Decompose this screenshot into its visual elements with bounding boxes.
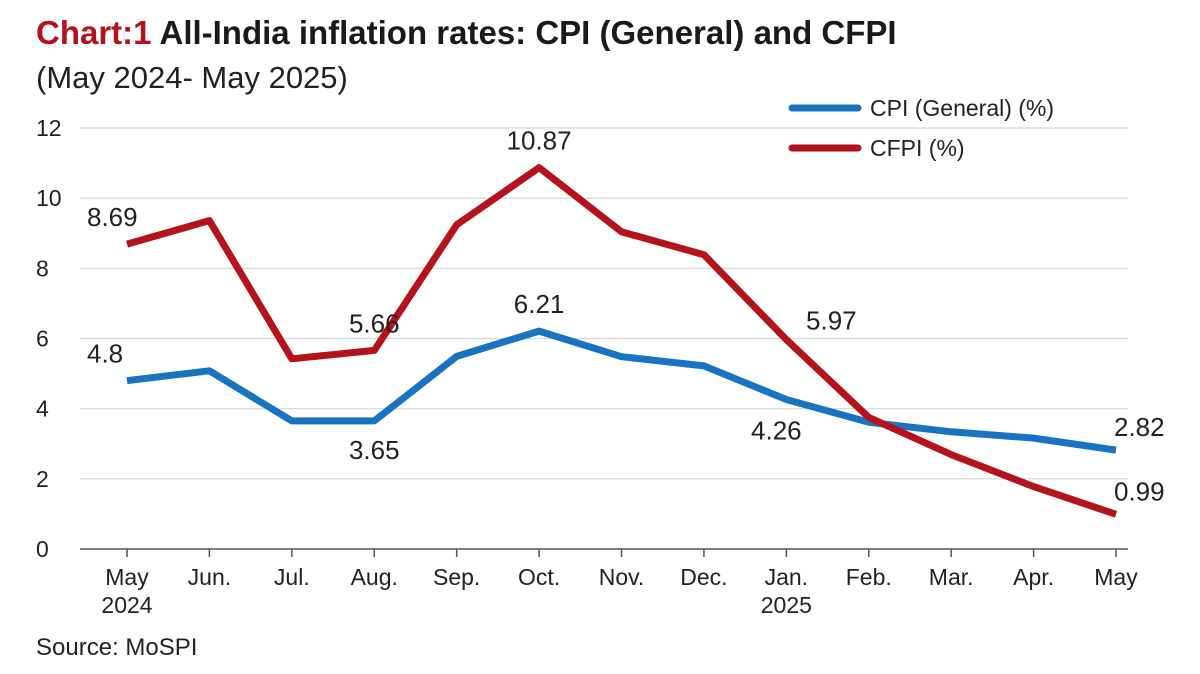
y-tick-label: 10 — [36, 185, 62, 211]
series-lines — [126, 164, 1118, 518]
x-tick-label: Dec. — [680, 564, 727, 590]
data-label: 0.99 — [1114, 476, 1165, 506]
legend-label: CFPI (%) — [870, 135, 965, 161]
source-note: Source: MoSPI — [36, 634, 198, 661]
chart-title: Chart:1 All-India inflation rates: CPI (… — [36, 14, 897, 52]
gridlines — [80, 127, 1128, 480]
x-tick-label: Mar. — [929, 564, 974, 590]
x-tick-label: Aug. — [351, 564, 398, 590]
data-label: 10.87 — [507, 126, 572, 156]
legend: CPI (General) (%) CFPI (%) — [788, 95, 1054, 161]
y-axis-ticks: 0 2 4 6 8 10 12 — [36, 115, 62, 562]
x-tick-year-label: 2025 — [761, 592, 812, 618]
data-label: 4.26 — [751, 416, 802, 446]
series-line-cfpi — [126, 164, 1118, 518]
data-label: 2.82 — [1114, 412, 1165, 442]
chart-title-prefix: Chart:1 — [36, 14, 152, 51]
x-tick-label: Sep. — [433, 564, 480, 590]
data-label: 5.97 — [806, 306, 857, 336]
x-tick-label: May — [1094, 564, 1138, 590]
x-tick-label: Jul. — [274, 564, 310, 590]
y-tick-label: 4 — [36, 396, 49, 422]
x-tick-label: Jun. — [188, 564, 231, 590]
x-tick-label: May — [105, 564, 149, 590]
chart-subtitle: (May 2024- May 2025) — [36, 60, 348, 95]
data-labels: 4.8 3.65 6.21 4.26 2.82 8.69 5.66 10.87 5.97 0.99 — [87, 126, 1165, 507]
y-tick-label: 0 — [36, 536, 49, 562]
x-tick-label: Nov. — [599, 564, 645, 590]
y-tick-label: 2 — [36, 466, 49, 492]
x-tick-label: Apr. — [1013, 564, 1054, 590]
y-tick-label: 6 — [36, 326, 49, 352]
x-tick-label: Feb. — [846, 564, 892, 590]
data-label: 6.21 — [514, 289, 565, 319]
data-label: 4.8 — [87, 339, 123, 369]
y-tick-label: 8 — [36, 255, 49, 281]
data-label: 3.65 — [349, 435, 400, 465]
x-tick-label: Oct. — [518, 564, 560, 590]
data-label: 8.69 — [87, 202, 138, 232]
x-tick-label: Jan. — [765, 564, 808, 590]
chart-title-main: All-India inflation rates: CPI (General)… — [159, 14, 897, 51]
x-tick-year-label: 2024 — [101, 592, 152, 618]
legend-label: CPI (General) (%) — [870, 95, 1054, 121]
data-label: 5.66 — [349, 308, 400, 338]
series-line-cpi — [126, 327, 1117, 454]
y-tick-label: 12 — [36, 115, 62, 141]
